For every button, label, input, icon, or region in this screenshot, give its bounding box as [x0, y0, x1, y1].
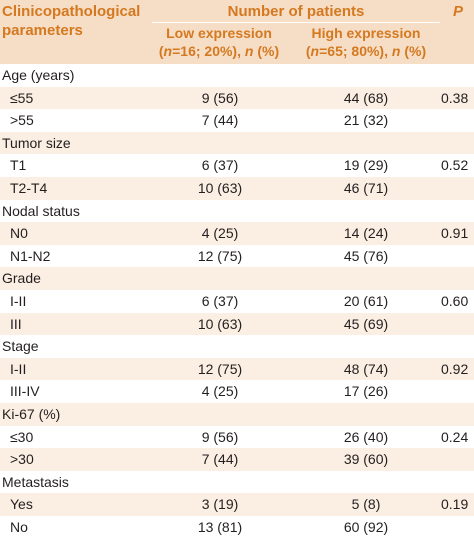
table-row: T1 6 (37) 19 (29) 0.52 [0, 154, 474, 177]
high-expression-cell: 17 (26) [343, 383, 389, 400]
row-label: Yes [10, 496, 33, 513]
low-expression-cell: 4 (25) [201, 225, 239, 242]
table-row: Yes 3 (19) 5 (8) 0.19 [0, 493, 474, 516]
p-value-cell: 0.52 [441, 157, 469, 174]
row-label: No [10, 518, 28, 535]
row-label: T1 [10, 157, 27, 174]
p-value-cell: 0.19 [441, 496, 469, 513]
high-expression-cell: 46 (71) [343, 179, 389, 196]
column-header-number-of-patients: Number of patients [227, 3, 365, 20]
low-expression-cell: 7 (44) [201, 451, 239, 468]
high-expression-cell: 5 (8) [351, 496, 381, 513]
table-row: Grade [0, 267, 474, 290]
low-expression-cell: 6 (37) [201, 157, 239, 174]
table-row: Ki-67 (%) [0, 402, 474, 426]
row-label: III-IV [10, 383, 40, 400]
high-expression-cell: 21 (32) [343, 112, 389, 129]
high-expression-cell: 39 (60) [343, 451, 389, 468]
low-expression-cell: 13 (81) [197, 518, 243, 535]
column-header-high-expression: High expression (n=65; 80%), n (%) [291, 24, 441, 60]
table-row: Tumor size [0, 131, 474, 155]
p-value-cell: 0.24 [441, 428, 469, 445]
table-row: No 13 (81) 60 (92) [0, 516, 474, 538]
high-expression-count: (n=65; 80%), n (%) [305, 43, 427, 59]
row-label: Stage [2, 338, 39, 355]
table-row: Age (years) [0, 64, 474, 87]
row-label: Metastasis [2, 473, 69, 490]
low-expression-title: Low expression [166, 25, 272, 41]
column-header-parameters-line1: Clinicopathological [2, 3, 141, 20]
row-label: Nodal status [2, 202, 80, 219]
column-header-parameters: Clinicopathological parameters [2, 2, 150, 40]
high-expression-cell: 14 (24) [343, 225, 389, 242]
table-row: III-IV 4 (25) 17 (26) [0, 380, 474, 403]
p-value-cell: 0.92 [441, 360, 469, 377]
row-label: ≤55 [10, 89, 34, 106]
p-value-cell: 0.38 [441, 89, 469, 106]
table-row: Nodal status [0, 200, 474, 223]
row-label: Age (years) [2, 67, 75, 83]
high-expression-cell: 45 (69) [343, 315, 389, 332]
row-label: Grade [2, 270, 41, 287]
low-expression-cell: 10 (63) [197, 179, 243, 196]
row-label: N0 [10, 225, 28, 242]
table-body: Age (years) ≤55 9 (56) 44 (68) 0.38 >55 7 (44)… [0, 64, 474, 538]
column-header-low-expression: Low expression (n=16; 20%), n (%) [150, 24, 288, 60]
high-expression-cell: 44 (68) [343, 89, 389, 106]
row-label: >30 [10, 451, 34, 468]
low-expression-cell: 3 (19) [201, 496, 239, 513]
p-value-cell: 0.91 [441, 225, 469, 242]
table-row: ≤30 9 (56) 26 (40) 0.24 [0, 426, 474, 449]
high-expression-cell: 45 (76) [343, 247, 389, 264]
low-expression-cell: 12 (75) [197, 360, 243, 377]
table-row: N0 4 (25) 14 (24) 0.91 [0, 222, 474, 245]
high-expression-cell: 48 (74) [343, 360, 389, 377]
row-label: Ki-67 (%) [2, 405, 61, 422]
table-row: Metastasis [0, 471, 474, 494]
row-label: >55 [10, 112, 34, 129]
table-row: >30 7 (44) 39 (60) [0, 448, 474, 471]
low-expression-cell: 12 (75) [197, 247, 243, 264]
header-divider [152, 22, 440, 23]
table-row: ≤55 9 (56) 44 (68) 0.38 [0, 86, 474, 110]
table-row: Stage [0, 335, 474, 358]
high-expression-cell: 19 (29) [343, 157, 389, 174]
low-expression-cell: 6 (37) [201, 292, 239, 309]
table-row: I-II 6 (37) 20 (61) 0.60 [0, 290, 474, 313]
table-row: >55 7 (44) 21 (32) [0, 109, 474, 132]
row-label: T2-T4 [10, 179, 48, 196]
row-label: I-II [10, 360, 27, 377]
high-expression-cell: 60 (92) [343, 518, 389, 535]
column-header-p: P [453, 3, 464, 20]
row-label: Tumor size [2, 134, 71, 151]
p-value-cell: 0.60 [441, 292, 469, 309]
high-expression-cell: 26 (40) [343, 428, 389, 445]
table-row: III 10 (63) 45 (69) [0, 312, 474, 336]
table-row: I-II 12 (75) 48 (74) 0.92 [0, 357, 474, 381]
column-header-parameters-line2: parameters [2, 22, 83, 39]
table-row: N1-N2 12 (75) 45 (76) [0, 245, 474, 268]
low-expression-cell: 7 (44) [201, 112, 239, 129]
low-expression-cell: 10 (63) [197, 315, 243, 332]
row-label: III [10, 315, 22, 332]
row-label: I-II [10, 292, 27, 309]
low-expression-cell: 4 (25) [201, 383, 239, 400]
low-expression-count: (n=16; 20%), n (%) [158, 43, 280, 59]
low-expression-cell: 9 (56) [201, 428, 239, 445]
row-label: ≤30 [10, 428, 34, 445]
low-expression-cell: 9 (56) [201, 89, 239, 106]
row-label: N1-N2 [10, 247, 51, 264]
high-expression-cell: 20 (61) [343, 292, 389, 309]
high-expression-title: High expression [311, 25, 421, 41]
table-row: T2-T4 10 (63) 46 (71) [0, 176, 474, 200]
table-header: Clinicopathological parameters Number of… [0, 0, 474, 64]
